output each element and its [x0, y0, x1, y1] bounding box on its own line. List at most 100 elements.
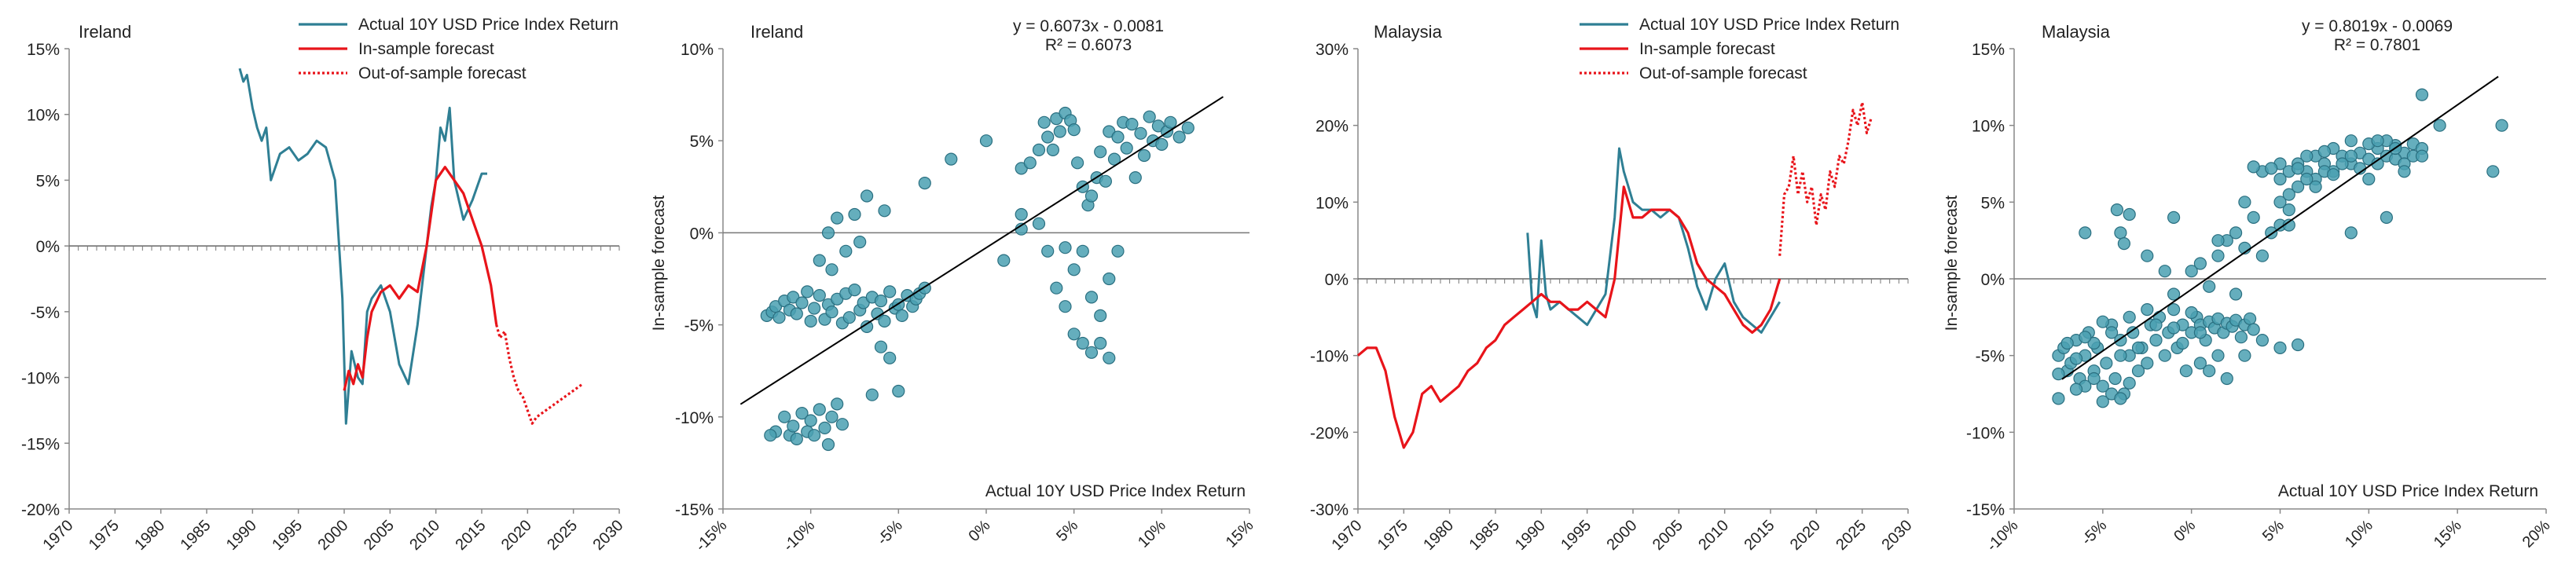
y-tick-label: 0% — [1981, 271, 2005, 289]
scatter-point — [825, 263, 838, 276]
y-tick-label: 5% — [36, 172, 60, 190]
scatter-point — [1084, 189, 1099, 203]
scatter-point — [831, 397, 844, 411]
scatter-point — [2131, 364, 2145, 378]
legend-label: Out-of-sample forecast — [1639, 64, 1807, 82]
scatter-point — [1032, 217, 1046, 230]
x-tick-label: 15% — [2431, 517, 2465, 551]
scatter-point — [2371, 134, 2384, 148]
y-tick-label: -10% — [1966, 424, 2005, 442]
scatter-point — [2244, 312, 2257, 325]
scatter-point — [790, 432, 803, 446]
scatter-point — [2176, 336, 2189, 350]
scatter-point — [2193, 357, 2207, 370]
chart-title: Ireland — [750, 22, 803, 42]
scatter-point — [2247, 160, 2260, 174]
y-tick-label: 10% — [1972, 118, 2005, 136]
y-tick-label: -20% — [21, 501, 60, 519]
scatter-point — [1032, 143, 1046, 156]
trend-equation: y = 0.8019x - 0.0069 — [2302, 17, 2453, 35]
x-tick-label: 1985 — [178, 517, 215, 554]
scatter-point — [2255, 249, 2269, 262]
scatter-point — [2179, 364, 2193, 378]
x-tick-label: 2015 — [1741, 517, 1778, 554]
scatter-point — [997, 254, 1011, 267]
x-tick-label: 0% — [2171, 517, 2199, 545]
y-axis-label: In-sample forecast — [650, 195, 668, 331]
scatter-point — [825, 306, 838, 319]
y-tick-label: -5% — [31, 304, 60, 322]
scatter-point — [2126, 326, 2140, 339]
y-tick-label: -15% — [1966, 501, 2005, 519]
scatter-point — [2114, 226, 2127, 240]
legend-label: Out-of-sample forecast — [358, 64, 527, 82]
scatter-point — [2167, 210, 2181, 224]
scatter-point — [813, 254, 826, 267]
scatter-point — [1084, 291, 1099, 304]
scatter-point — [1076, 244, 1089, 258]
x-tick-label: 2010 — [406, 517, 443, 554]
scatter-point — [2211, 234, 2225, 247]
legend-label: In-sample forecast — [1639, 40, 1775, 58]
scatter-point — [1181, 121, 1194, 134]
scatter-point — [1103, 351, 1116, 364]
scatter-point — [883, 351, 897, 364]
scatter-point — [1143, 110, 1156, 123]
y-tick-label: -15% — [21, 435, 60, 453]
x-tick-label: 2015 — [453, 517, 490, 554]
x-tick-label: -5% — [874, 517, 906, 549]
scatter-point — [1134, 126, 1147, 140]
scatter-point — [2203, 280, 2216, 293]
scatter-point — [2108, 372, 2122, 386]
scatter-point — [1023, 156, 1037, 170]
scatter-point — [813, 289, 826, 302]
scatter-point — [2344, 134, 2358, 148]
x-tick-label: 2000 — [1604, 517, 1641, 554]
x-tick-label: 1975 — [86, 517, 123, 554]
scatter-point — [2052, 392, 2065, 405]
chart-title: Malaysia — [2042, 22, 2111, 42]
series-line-out-of-sample-forecast — [495, 324, 584, 425]
scatter-point — [892, 384, 905, 398]
scatter-point — [787, 419, 800, 433]
y-tick-label: 10% — [1316, 194, 1349, 212]
y-tick-label: 5% — [1981, 194, 2005, 212]
y-tick-label: 0% — [1325, 271, 1349, 289]
scatter-point — [2238, 196, 2251, 209]
y-tick-label: 15% — [27, 41, 60, 59]
scatter-point — [1164, 115, 1177, 129]
x-axis-label: Actual 10Y USD Price Index Return — [985, 482, 1246, 500]
scatter-point — [2060, 336, 2074, 350]
scatter-point — [2300, 172, 2314, 186]
scatter-point — [813, 403, 826, 416]
r-squared: R² = 0.7801 — [2334, 36, 2420, 54]
legend-label: In-sample forecast — [358, 40, 494, 58]
x-tick-label: 1980 — [131, 517, 168, 554]
scatter-point — [1128, 171, 1142, 185]
scatter-point — [2255, 334, 2269, 347]
scatter-point — [2282, 188, 2295, 201]
x-tick-label: 2030 — [590, 517, 627, 554]
y-tick-label: 30% — [1316, 41, 1349, 59]
x-tick-label: 1995 — [1558, 517, 1594, 554]
scatter-point — [1125, 118, 1139, 131]
scatter-point — [979, 134, 993, 148]
x-tick-label: -15% — [692, 517, 731, 555]
scatter-point — [2069, 383, 2083, 396]
scatter-point — [2433, 119, 2446, 132]
scatter-point — [2229, 287, 2243, 301]
scatter-point — [772, 311, 786, 324]
chart-title: Ireland — [79, 22, 131, 42]
scatter-point — [795, 406, 809, 420]
scatter-point — [2220, 372, 2233, 386]
scatter-point — [1111, 130, 1125, 144]
y-tick-label: 10% — [681, 41, 714, 59]
scatter-point — [1070, 156, 1084, 170]
scatter-point — [835, 418, 849, 431]
scatter-point — [848, 284, 861, 297]
scatter-point — [853, 236, 867, 249]
series-line-in-sample-forecast — [1356, 185, 1782, 449]
x-tick-label: 0% — [966, 517, 994, 545]
